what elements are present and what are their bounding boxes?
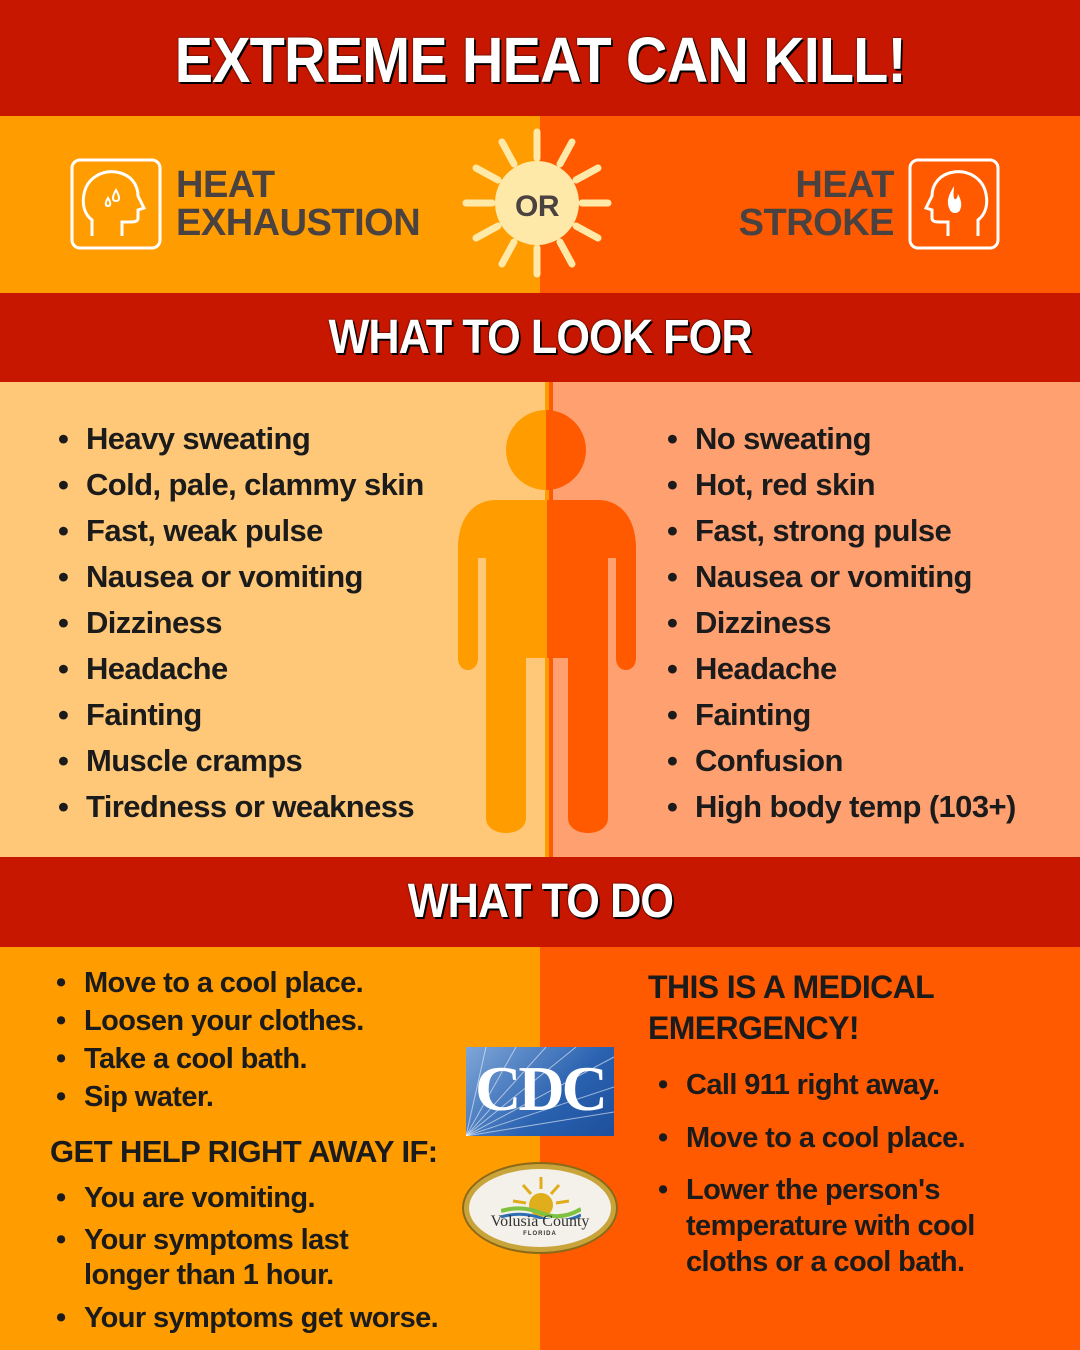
list-item: Your symptoms last longer than 1 hour. <box>56 1223 396 1293</box>
cdc-logo: CDC <box>466 1047 614 1136</box>
list-item: Nausea or vomiting <box>667 554 1016 600</box>
head-sweat-icon <box>70 158 162 250</box>
list-item: Confusion <box>667 738 1016 784</box>
list-item: Call 911 right away. <box>658 1066 1038 1104</box>
list-item: Move to a cool place. <box>56 964 364 1002</box>
list-item: Tiredness or weakness <box>58 784 424 830</box>
list-item: Take a cool bath. <box>56 1040 364 1078</box>
what-to-do-banner: WHAT TO DO <box>0 857 1080 947</box>
medical-emergency-heading: THIS IS A MEDICAL EMERGENCY! <box>648 969 934 1046</box>
exhaustion-header <box>0 116 540 293</box>
exhaustion-symptoms-list: Heavy sweating Cold, pale, clammy skin F… <box>58 416 424 830</box>
list-item: High body temp (103+) <box>667 784 1016 830</box>
what-to-do-heading: WHAT TO DO <box>407 875 673 928</box>
stroke-label-2: STROKE <box>738 202 895 244</box>
cdc-logo-text: CDC <box>475 1053 608 1124</box>
list-item: Dizziness <box>667 600 1016 646</box>
title-banner: EXTREME HEAT CAN KILL! <box>0 0 1080 116</box>
sun-icon <box>462 128 612 278</box>
person-silhouette-icon <box>458 410 636 833</box>
list-item: Fast, strong pulse <box>667 508 1016 554</box>
county-state: FLORIDA <box>523 1231 557 1237</box>
list-item: Move to a cool place. <box>658 1119 1038 1157</box>
look-for-heading: WHAT TO LOOK FOR <box>328 311 752 364</box>
look-for-banner: WHAT TO LOOK FOR <box>0 293 1080 382</box>
stroke-symptoms-list: No sweating Hot, red skin Fast, strong p… <box>667 416 1016 830</box>
stroke-actions-list: Call 911 right away. Move to a cool plac… <box>658 1066 1038 1280</box>
exhaustion-label-2: EXHAUSTION <box>176 202 421 244</box>
get-help-heading: GET HELP RIGHT AWAY IF: <box>50 1134 438 1169</box>
list-item: Lower the person's temperature with cool… <box>658 1172 1038 1280</box>
list-item: Your symptoms get worse. <box>56 1299 476 1337</box>
list-item: Sip water. <box>56 1078 364 1116</box>
list-item: No sweating <box>667 416 1016 462</box>
head-flame-icon <box>908 158 1000 250</box>
list-item: Cold, pale, clammy skin <box>58 462 424 508</box>
list-item: Fast, weak pulse <box>58 508 424 554</box>
list-item: Loosen your clothes. <box>56 1002 364 1040</box>
list-item: Nausea or vomiting <box>58 554 424 600</box>
list-item: You are vomiting. <box>56 1179 476 1217</box>
list-item: Hot, red skin <box>667 462 1016 508</box>
list-item: Heavy sweating <box>58 416 424 462</box>
list-item: Dizziness <box>58 600 424 646</box>
or-label: OR <box>515 190 560 223</box>
list-item: Muscle cramps <box>58 738 424 784</box>
exhaustion-label-1: HEAT <box>176 164 275 206</box>
stroke-header <box>540 116 1080 293</box>
cdc-rays-icon <box>466 1047 614 1136</box>
stroke-label-1: HEAT <box>795 164 894 206</box>
sun-wave-icon <box>501 1177 581 1219</box>
get-help-list: You are vomiting. Your symptoms last lon… <box>56 1179 476 1337</box>
list-item: Fainting <box>667 692 1016 738</box>
volusia-county-logo: Volusia County FLORIDA <box>464 1164 616 1252</box>
page-title: EXTREME HEAT CAN KILL! <box>174 24 906 96</box>
list-item: Fainting <box>58 692 424 738</box>
list-item: Headache <box>58 646 424 692</box>
county-name: Volusia County <box>490 1213 590 1230</box>
list-item: Headache <box>667 646 1016 692</box>
exhaustion-actions-list: Move to a cool place. Loosen your clothe… <box>56 964 364 1116</box>
